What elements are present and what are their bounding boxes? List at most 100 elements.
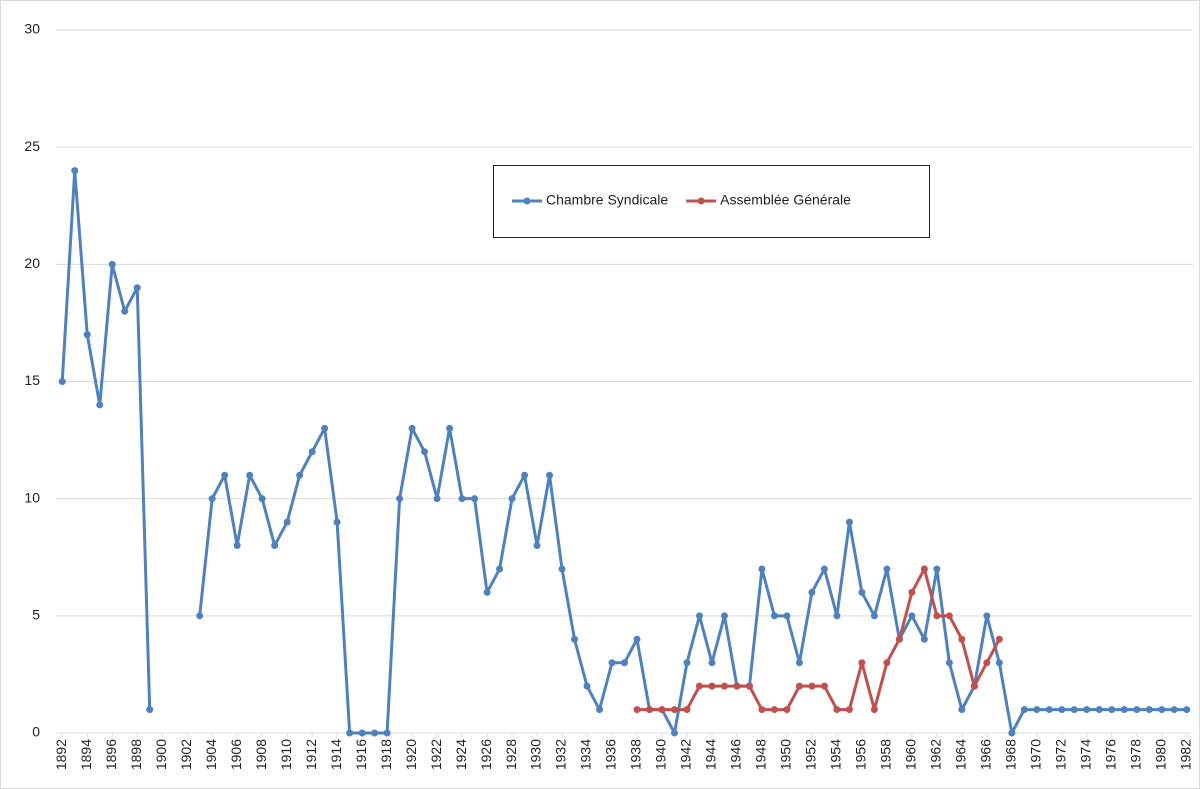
- y-tick-label: 10: [24, 489, 40, 505]
- legend-box: [493, 165, 930, 238]
- data-point: [58, 378, 66, 385]
- x-tick-label: 1960: [903, 739, 919, 770]
- data-point: [883, 659, 891, 667]
- y-tick-label: 5: [32, 607, 40, 623]
- x-tick-label: 1910: [278, 739, 294, 770]
- x-tick-label: 1904: [203, 739, 219, 770]
- data-point: [783, 612, 791, 620]
- data-point: [408, 424, 416, 432]
- x-tick-label: 1958: [878, 739, 894, 770]
- x-tick-label: 1956: [853, 739, 869, 770]
- data-point: [246, 471, 254, 479]
- series-line: [60, 169, 152, 710]
- data-point: [708, 682, 716, 690]
- data-point: [608, 659, 616, 667]
- x-tick-label: 1906: [228, 739, 244, 770]
- data-point: [845, 706, 853, 714]
- data-point: [421, 448, 429, 456]
- data-point: [296, 471, 304, 479]
- y-tick-label: 15: [24, 372, 40, 388]
- data-point: [471, 495, 479, 503]
- x-tick-label: 1962: [928, 739, 944, 770]
- x-tick-label: 1938: [628, 739, 644, 770]
- data-point: [133, 284, 141, 292]
- data-point: [346, 729, 354, 737]
- data-point: [571, 635, 579, 643]
- x-tick-label: 1964: [953, 739, 969, 770]
- legend-label: Assemblée Générale: [720, 192, 851, 208]
- x-tick-label: 1946: [728, 739, 744, 770]
- data-point: [271, 542, 279, 550]
- data-point: [458, 495, 466, 503]
- data-point: [795, 659, 803, 667]
- data-point: [658, 706, 666, 714]
- data-point: [795, 682, 803, 690]
- data-point: [670, 729, 678, 737]
- data-point: [945, 612, 953, 620]
- data-point: [933, 612, 941, 620]
- data-point: [196, 612, 204, 620]
- data-point: [870, 706, 878, 714]
- data-point: [1158, 706, 1166, 714]
- data-point: [358, 729, 366, 737]
- data-point: [995, 635, 1003, 643]
- data-point: [233, 542, 241, 550]
- data-point: [933, 565, 941, 573]
- data-point: [683, 706, 691, 714]
- x-tick-label: 1922: [428, 739, 444, 770]
- data-point: [720, 682, 728, 690]
- legend-marker: [697, 197, 705, 205]
- y-tick-label: 20: [24, 255, 40, 271]
- x-tick-label: 1944: [703, 739, 719, 770]
- data-point: [621, 659, 628, 667]
- data-point: [433, 495, 441, 503]
- x-tick-label: 1912: [303, 739, 319, 770]
- data-point: [695, 612, 703, 620]
- data-point: [920, 635, 928, 643]
- data-point: [808, 682, 816, 690]
- data-point: [695, 682, 703, 690]
- x-tick-label: 1914: [328, 739, 344, 770]
- data-point: [333, 518, 341, 526]
- data-point: [1095, 706, 1103, 714]
- data-point: [1183, 706, 1191, 714]
- x-tick-label: 1934: [578, 739, 594, 770]
- x-tick-label: 1936: [603, 739, 619, 770]
- x-tick-label: 1948: [753, 739, 769, 770]
- data-point: [720, 612, 728, 620]
- data-point: [833, 612, 841, 620]
- data-point: [446, 424, 454, 432]
- data-point: [533, 542, 541, 550]
- x-tick-label: 1968: [1003, 739, 1019, 770]
- legend-marker: [523, 197, 531, 205]
- x-tick-label: 1940: [653, 739, 669, 770]
- data-point: [908, 612, 916, 620]
- data-point: [858, 588, 866, 596]
- x-tick-label: 1902: [178, 739, 194, 770]
- data-point: [371, 729, 379, 737]
- data-point: [221, 471, 229, 479]
- data-point: [920, 565, 928, 573]
- x-tick-label: 1950: [778, 739, 794, 770]
- x-tick-label: 1928: [503, 739, 519, 770]
- data-point: [1070, 706, 1078, 714]
- legend-label: Chambre Syndicale: [546, 192, 668, 208]
- data-point: [983, 659, 991, 667]
- data-point: [383, 729, 391, 737]
- data-point: [508, 495, 516, 503]
- data-point: [983, 612, 991, 620]
- data-point: [1008, 729, 1016, 737]
- data-point: [1020, 706, 1028, 714]
- data-point: [108, 260, 116, 268]
- x-tick-label: 1908: [253, 739, 269, 770]
- data-point: [308, 448, 316, 456]
- data-point: [858, 659, 866, 667]
- x-tick-label: 1966: [978, 739, 994, 770]
- data-point: [820, 682, 828, 690]
- data-point: [1058, 706, 1066, 714]
- data-point: [745, 682, 753, 690]
- data-point: [870, 612, 878, 620]
- x-tick-label: 1954: [828, 739, 844, 770]
- x-tick-label: 1982: [1177, 739, 1193, 770]
